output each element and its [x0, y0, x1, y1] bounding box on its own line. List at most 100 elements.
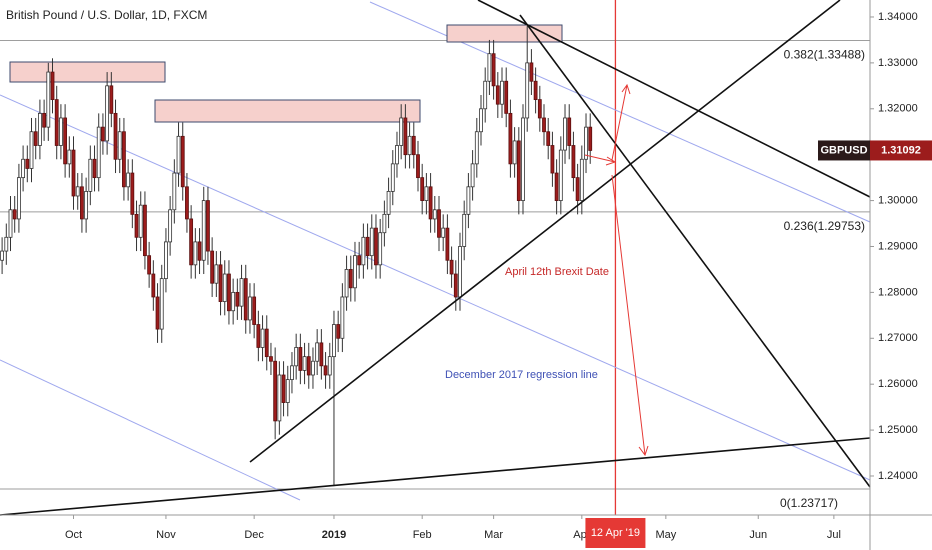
candle-body — [180, 135, 185, 188]
candle-body — [264, 328, 269, 358]
candle-body — [176, 135, 181, 174]
price-tag — [870, 140, 932, 161]
candle-body — [101, 126, 105, 142]
candle-body — [500, 80, 504, 105]
x-tick-label: Feb — [413, 529, 432, 541]
price-label: 1.31092 — [881, 144, 921, 156]
candle-body — [340, 296, 345, 339]
y-tick-label: 1.26000 — [878, 378, 918, 390]
candle-body — [122, 131, 126, 188]
candle-body — [537, 99, 542, 119]
candle-body — [222, 273, 227, 302]
candle-body — [516, 140, 521, 201]
arrow — [611, 174, 649, 457]
candle-body — [542, 117, 546, 133]
candle-body — [306, 356, 311, 376]
candle-body — [483, 80, 488, 110]
candle-body — [46, 71, 51, 128]
candle-body — [8, 209, 13, 238]
regression-line — [0, 359, 301, 501]
candle-body — [579, 158, 584, 201]
candle-body — [311, 360, 315, 376]
candle-body — [567, 117, 572, 146]
candle-body — [130, 172, 135, 215]
candle-body — [584, 126, 588, 160]
candle-body — [189, 218, 194, 266]
candle-body — [428, 186, 433, 220]
candle-body — [558, 149, 563, 201]
candle-body — [491, 53, 496, 87]
candle-body — [550, 145, 555, 174]
candle-body — [260, 328, 265, 348]
trend-line — [519, 14, 871, 488]
candle-body — [96, 126, 101, 179]
candle-body — [134, 213, 139, 238]
x-tick-label: Jul — [827, 529, 841, 541]
candle-body — [319, 342, 324, 367]
candle-body — [554, 172, 559, 201]
candle-body — [277, 374, 282, 422]
x-tick-label: 2019 — [322, 529, 346, 541]
candle-body — [521, 117, 525, 201]
candle-body — [575, 177, 580, 201]
candle-body — [453, 273, 458, 298]
candle-body — [365, 236, 370, 257]
candle-body — [390, 163, 395, 192]
candle-body — [172, 172, 177, 211]
arrow — [611, 83, 631, 161]
fib-label: 0.236(1.29753) — [784, 219, 865, 233]
y-tick-label: 1.24000 — [878, 470, 918, 482]
candle-body — [147, 255, 152, 275]
candle-body — [302, 356, 307, 371]
candle-body — [588, 126, 593, 151]
candle-body — [92, 158, 97, 179]
candle-body — [445, 227, 450, 261]
candle-body — [298, 347, 303, 371]
candle-body — [12, 209, 17, 220]
candle-body — [239, 278, 244, 307]
candle-body — [273, 360, 278, 422]
candle-body — [88, 158, 93, 192]
x-tick-label: Dec — [244, 529, 264, 541]
x-tick-label: Mar — [484, 529, 503, 541]
symbol-label: GBPUSD — [820, 144, 867, 156]
candle-body — [210, 250, 215, 284]
candle-body — [50, 71, 55, 101]
candle-body — [416, 154, 420, 179]
candle-body — [449, 259, 454, 275]
candle-body — [432, 209, 437, 220]
annotation: April 12th Brexit Date — [505, 266, 609, 278]
candle-body — [529, 62, 534, 82]
candle-body — [353, 255, 357, 289]
candle-body — [348, 269, 353, 289]
y-tick-label: 1.29000 — [878, 240, 918, 252]
candle-body — [411, 135, 416, 156]
candle-body — [17, 177, 21, 220]
candle-body — [54, 99, 59, 146]
candle-body — [218, 264, 223, 302]
candles — [0, 26, 593, 487]
candle-body — [227, 273, 231, 312]
candle-body — [332, 324, 336, 358]
candle-body — [206, 200, 210, 252]
candle-body — [474, 131, 479, 165]
y-tick-label: 1.27000 — [878, 332, 918, 344]
axes: 1.24000 1.25000 1.26000 1.27000 1.28000 1.290… — [65, 11, 932, 548]
candle-body — [374, 227, 378, 266]
trend-line — [0, 437, 871, 516]
candle-body — [546, 131, 551, 146]
resistance-zone — [446, 24, 563, 43]
candle-body — [197, 241, 202, 261]
candle-body — [285, 379, 290, 403]
fib-label: 0(1.23717) — [780, 496, 838, 510]
candle-body — [59, 117, 63, 146]
candle-body — [441, 227, 446, 238]
candle-body — [71, 149, 76, 197]
candle-body — [336, 324, 341, 339]
candle-body — [117, 131, 122, 160]
candle-body — [29, 131, 34, 169]
candle-body — [67, 149, 72, 165]
candle-body — [269, 356, 273, 362]
resistance-zone — [9, 61, 166, 83]
